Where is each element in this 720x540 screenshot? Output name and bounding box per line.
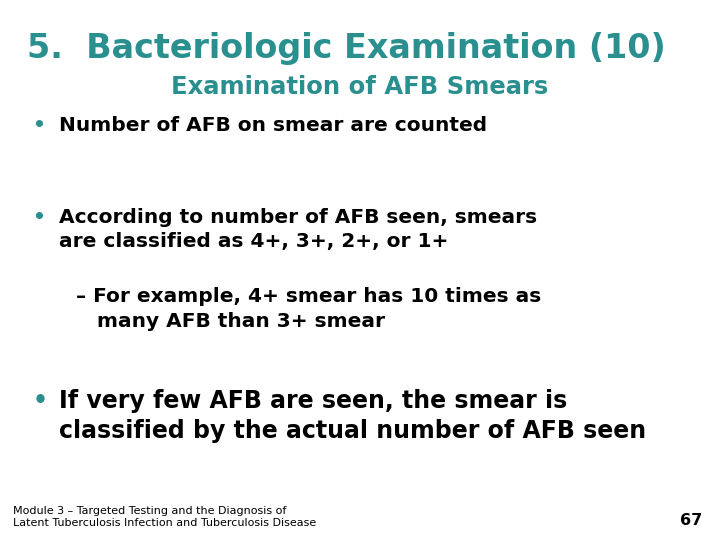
Text: Examination of AFB Smears: Examination of AFB Smears — [171, 75, 549, 98]
Text: •: • — [32, 116, 45, 135]
Text: •: • — [32, 389, 48, 413]
Text: According to number of AFB seen, smears
are classified as 4+, 3+, 2+, or 1+: According to number of AFB seen, smears … — [59, 208, 537, 251]
Text: Module 3 – Targeted Testing and the Diagnosis of
Latent Tuberculosis Infection a: Module 3 – Targeted Testing and the Diag… — [13, 506, 316, 528]
Text: 5.  Bacteriologic Examination (10): 5. Bacteriologic Examination (10) — [27, 32, 666, 65]
Text: If very few AFB are seen, the smear is
classified by the actual number of AFB se: If very few AFB are seen, the smear is c… — [59, 389, 646, 443]
Text: – For example, 4+ smear has 10 times as
   many AFB than 3+ smear: – For example, 4+ smear has 10 times as … — [76, 287, 541, 330]
Text: Number of AFB on smear are counted: Number of AFB on smear are counted — [59, 116, 487, 135]
Text: 67: 67 — [680, 513, 702, 528]
Text: •: • — [32, 208, 45, 227]
